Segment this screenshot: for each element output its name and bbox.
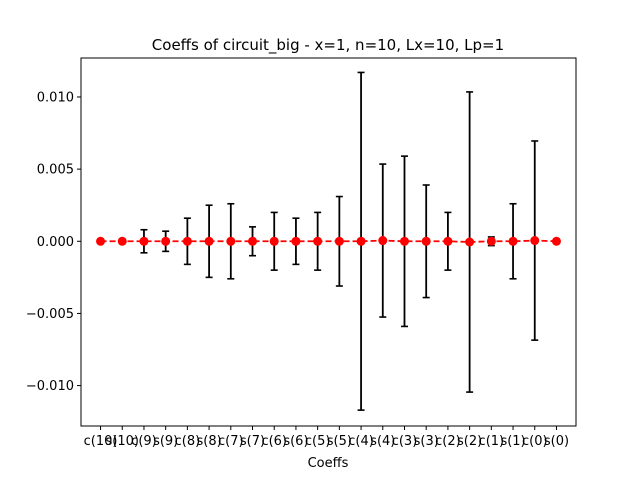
- plot-area: −0.010 −0.005 0.000 0.005 0.010 c(10)s(10)c(9…: [26, 57, 577, 449]
- data-point: [204, 236, 214, 246]
- x-tick-label: c(2): [435, 434, 461, 449]
- x-tick-label: c(6): [261, 434, 287, 449]
- y-tick-label: 0.010: [37, 90, 74, 105]
- y-tick-label: 0.005: [37, 163, 74, 178]
- chart-title: Coeffs of circuit_big - x=1, n=10, Lx=10…: [152, 36, 504, 55]
- data-point: [269, 236, 279, 246]
- data-point: [313, 236, 323, 246]
- data-point: [226, 236, 236, 246]
- x-axis-title: Coeffs: [308, 456, 349, 471]
- x-tick-label: s(8): [196, 434, 221, 449]
- y-tick-label: −0.005: [26, 307, 74, 322]
- x-tick-label: s(4): [370, 434, 395, 449]
- data-point: [248, 236, 258, 246]
- data-point: [421, 236, 431, 246]
- x-tick-label: s(5): [327, 434, 352, 449]
- data-point: [486, 236, 496, 246]
- data-point: [356, 236, 366, 246]
- x-tick-label: s(9): [153, 434, 178, 449]
- data-point: [465, 237, 475, 247]
- x-tick-label: s(7): [240, 434, 265, 449]
- plot-frame: [80, 57, 577, 427]
- x-tick-label: c(0): [522, 434, 548, 449]
- data-point: [508, 236, 518, 246]
- x-tick-label: s(1): [500, 434, 525, 449]
- x-tick-label: c(10): [84, 434, 118, 449]
- x-tick-label: c(4): [348, 434, 374, 449]
- data-point: [399, 236, 409, 246]
- y-tick-label: 0.000: [37, 235, 74, 250]
- x-tick-label: s(0): [544, 434, 569, 449]
- series-line: [100, 239, 557, 243]
- x-tick-label: c(1): [479, 434, 505, 449]
- x-tick-label: c(3): [392, 434, 418, 449]
- x-tick-label: c(5): [305, 434, 331, 449]
- y-tick-label: −0.010: [26, 379, 74, 394]
- x-tick-label: s(10): [106, 434, 139, 449]
- x-tick-label: s(3): [414, 434, 439, 449]
- data-point: [96, 236, 106, 246]
- data-point: [182, 236, 192, 246]
- data-point: [551, 236, 561, 246]
- data-point: [291, 236, 301, 246]
- x-tick-label: s(6): [283, 434, 308, 449]
- data-point: [161, 236, 171, 246]
- data-point: [117, 236, 127, 246]
- data-point: [334, 236, 344, 246]
- x-tick-label: c(7): [218, 434, 244, 449]
- data-point: [378, 236, 388, 246]
- data-point: [139, 236, 149, 246]
- x-tick-label: s(2): [457, 434, 482, 449]
- data-point: [530, 236, 540, 246]
- data-point: [443, 236, 453, 246]
- x-tick-label: c(8): [175, 434, 201, 449]
- x-tick-label: c(9): [131, 434, 157, 449]
